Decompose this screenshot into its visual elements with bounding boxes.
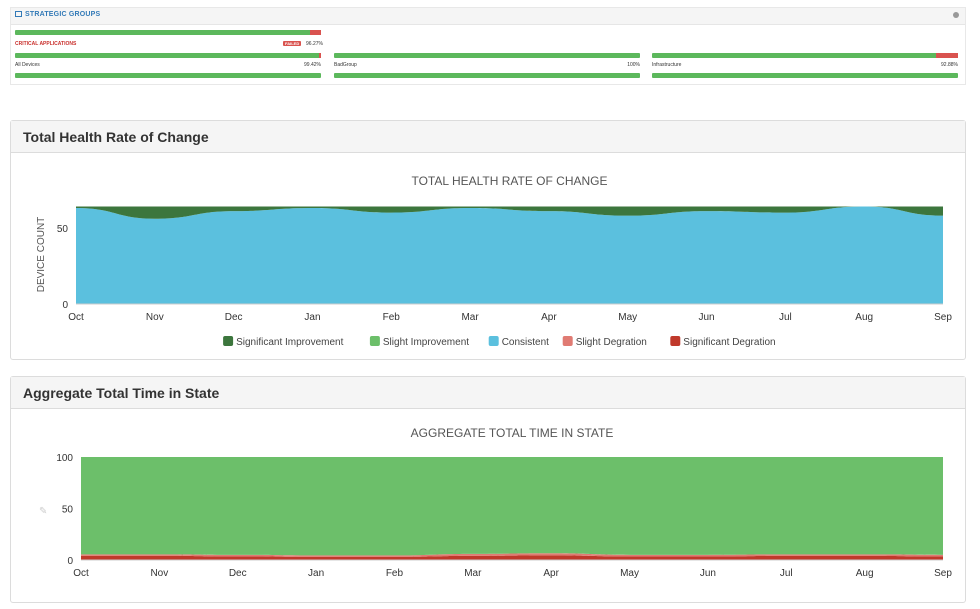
critical-applications-bar[interactable] [15,30,321,35]
area-series [76,206,943,219]
panel-title: Aggregate Total Time in State [23,385,220,401]
area-series [81,457,943,556]
group-bar-top [334,53,640,58]
x-tick-label: Nov [146,312,164,323]
x-tick-label: Mar [461,312,479,323]
group-name[interactable]: BadGroup [334,62,357,68]
x-tick-label: Jun [700,568,716,579]
x-tick-label: Jan [304,312,320,323]
strategic-groups-label: STRATEGIC GROUPS [25,11,101,18]
legend-item: Consistent [502,337,549,348]
x-tick-label: Dec [229,568,247,579]
chart-title: TOTAL HEALTH RATE OF CHANGE [411,174,607,188]
x-tick-label: May [618,312,637,323]
group-bar-bottom [15,73,321,78]
chart-legend: Significant Improvement Slight Improvemen… [223,336,776,348]
x-tick-label: Apr [541,312,557,323]
legend-swatch [670,336,681,346]
x-tick-label: Jun [698,312,714,323]
x-tick-label: Aug [855,312,873,323]
legend-swatch [369,336,380,346]
critical-applications-label[interactable]: CRITICAL APPLICATIONS [15,41,77,47]
x-tick-label: Feb [386,568,404,579]
area-series [81,555,943,560]
group-name[interactable]: Infrastructure [652,62,682,68]
group-bar-top [15,53,321,58]
x-tick-label: Dec [225,312,243,323]
legend-swatch [488,336,499,346]
y-tick-label: 50 [57,224,69,235]
legend-item: Significant Improvement [236,337,343,348]
group-bar-bottom [334,73,640,78]
x-tick-label: Oct [73,568,89,579]
health-rate-panel: Total Health Rate of Change TOTAL HEALTH… [10,120,966,360]
legend-item: Slight Degration [576,337,647,348]
area-series [81,553,943,557]
strategic-groups-header: STRATEGIC GROUPS [11,8,965,25]
failed-badge: FAILED [283,41,302,46]
y-axis-label: DEVICE COUNT [36,217,47,293]
health-rate-chart: TOTAL HEALTH RATE OF CHANGE DEVICE COUNT 0… [36,174,952,348]
time-in-state-chart: AGGREGATE TOTAL TIME IN STATE 0 50 100 Oct No… [39,426,952,579]
group-percent: 92.88% [941,62,958,68]
legend-item: Slight Improvement [383,337,469,348]
legend-swatch [223,336,234,346]
x-tick-label: Jul [780,568,793,579]
x-tick-label: Mar [464,568,482,579]
group-bar-bottom [652,73,958,78]
y-tick-label: 0 [67,556,73,567]
legend-item: Significant Degration [683,337,775,348]
group-percent: 100% [627,62,640,68]
pencil-icon: ✎ [39,506,47,517]
x-tick-label: May [620,568,639,579]
x-tick-label: Sep [934,312,952,323]
x-tick-label: Jan [308,568,324,579]
time-in-state-panel: Aggregate Total Time in State AGGREGATE … [10,376,966,603]
panel-header: Aggregate Total Time in State [11,377,965,409]
legend-swatch [562,336,573,346]
x-tick-label: Jul [779,312,792,323]
gear-icon[interactable] [953,12,959,18]
panel-title: Total Health Rate of Change [23,129,209,145]
area-series [76,206,943,304]
x-tick-label: Feb [383,312,401,323]
x-tick-label: Oct [68,312,84,323]
group-percent: 99.42% [304,62,321,68]
strategic-groups-widget: STRATEGIC GROUPS CRITICAL APPLICATIONS F… [10,7,966,85]
y-tick-label: 100 [56,453,73,464]
y-tick-label: 0 [62,300,68,311]
critical-percent: 96.27% [306,41,323,47]
group-name[interactable]: All Devices [15,62,40,68]
x-tick-label: Aug [856,568,874,579]
panel-header: Total Health Rate of Change [11,121,965,153]
strategic-groups-title[interactable]: STRATEGIC GROUPS [15,11,100,18]
chart-title: AGGREGATE TOTAL TIME IN STATE [411,426,614,440]
x-tick-label: Apr [543,568,559,579]
critical-failed-segment [309,30,321,35]
x-tick-label: Sep [934,568,952,579]
y-tick-label: 50 [62,505,74,516]
x-tick-label: Nov [150,568,168,579]
grid-icon [15,11,22,17]
group-bar-top [652,53,958,58]
